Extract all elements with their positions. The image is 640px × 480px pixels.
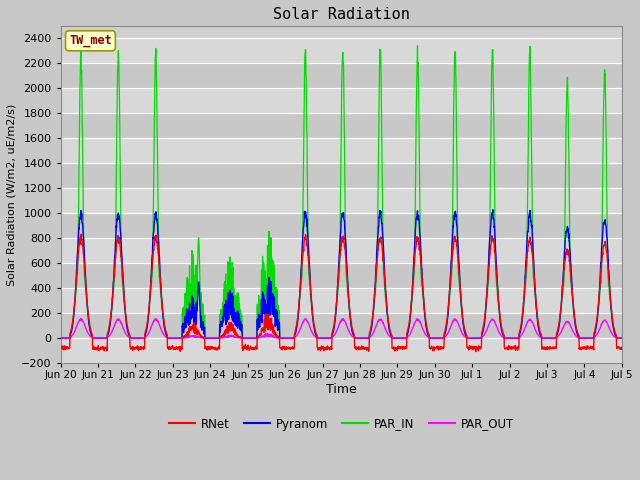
Bar <box>61 188 622 213</box>
Bar <box>61 313 622 338</box>
Bar <box>61 263 622 288</box>
Bar <box>61 113 622 138</box>
Bar <box>61 238 622 263</box>
Bar <box>61 88 622 113</box>
Bar <box>61 138 622 163</box>
Legend: RNet, Pyranom, PAR_IN, PAR_OUT: RNet, Pyranom, PAR_IN, PAR_OUT <box>164 413 518 435</box>
Bar <box>61 38 622 63</box>
X-axis label: Time: Time <box>326 383 356 396</box>
Text: TW_met: TW_met <box>69 34 112 48</box>
Y-axis label: Solar Radiation (W/m2, uE/m2/s): Solar Radiation (W/m2, uE/m2/s) <box>7 103 17 286</box>
Bar <box>61 163 622 188</box>
Title: Solar Radiation: Solar Radiation <box>273 7 410 22</box>
Bar <box>61 63 622 88</box>
Bar <box>61 338 622 363</box>
Bar <box>61 213 622 238</box>
Bar <box>61 288 622 313</box>
